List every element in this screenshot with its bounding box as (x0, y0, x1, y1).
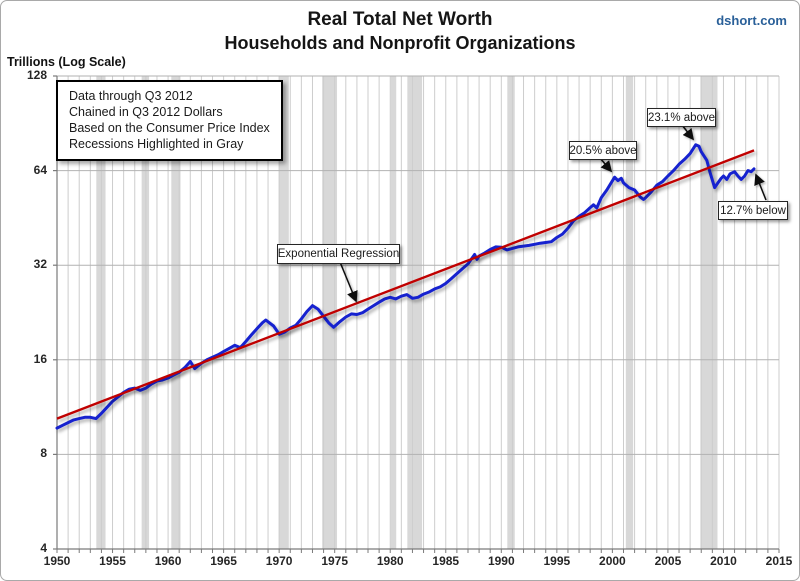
net-worth-line (55, 143, 756, 430)
y-tick-label: 16 (33, 351, 47, 366)
info-line-4: Recessions Highlighted in Gray (69, 137, 244, 151)
x-tick-label: 2015 (765, 554, 793, 568)
y-tick-label: 32 (33, 257, 47, 272)
regression-line (56, 149, 755, 420)
annotation-arrows (339, 124, 767, 303)
recession-band (625, 76, 634, 549)
info-line-2: Chained in Q3 2012 Dollars (69, 105, 223, 119)
x-tick-label: 2005 (654, 554, 682, 568)
callout-20-5-above: 20.5% above (569, 141, 637, 160)
callout-exponential-regression: Exponential Regression (277, 244, 400, 264)
x-tick-label: 1965 (210, 554, 237, 568)
recession-band (407, 76, 423, 549)
recession-band (700, 76, 718, 549)
page-title: Real Total Net Worth (307, 9, 493, 30)
annotation-arrow (599, 157, 613, 173)
x-tick-label: 1950 (43, 554, 71, 568)
x-tick-label: 1985 (432, 554, 460, 568)
x-tick-label: 2000 (599, 554, 626, 568)
x-tick-label: 1990 (487, 554, 515, 568)
x-tick-label: 1955 (99, 554, 126, 568)
series-lines (55, 143, 756, 430)
y-tick-label: 64 (33, 162, 47, 177)
x-tick-label: 1995 (543, 554, 571, 568)
info-line-3: Based on the Consumer Price Index (69, 121, 270, 135)
watermark-dshort: dshort.com (716, 13, 787, 28)
callout-12-7-below: 12.7% below (718, 201, 788, 220)
info-box: Data through Q3 2012 Chained in Q3 2012 … (56, 80, 283, 161)
recession-band (171, 76, 181, 549)
recession-band (278, 76, 289, 549)
x-tick-label: 1980 (376, 554, 404, 568)
x-tick-label: 1970 (265, 554, 293, 568)
recession-band (390, 76, 397, 549)
y-tick-label: 8 (40, 446, 47, 461)
x-tick-label: 2010 (710, 554, 737, 568)
y-tick-label: 4 (40, 541, 47, 555)
annotation-arrow (339, 261, 358, 303)
annotation-arrow (754, 173, 767, 201)
info-line-1: Data through Q3 2012 (69, 89, 193, 103)
callout-23-1-above: 23.1% above (647, 108, 716, 127)
y-axis-title: Trillions (Log Scale) (7, 55, 126, 69)
y-tick-label: 128 (26, 68, 47, 82)
page-subtitle: Households and Nonprofit Organizations (224, 33, 576, 53)
annotation-arrow (681, 124, 695, 141)
recession-band (507, 76, 515, 549)
x-tick-label: 1960 (154, 554, 182, 568)
x-tick-label: 1975 (321, 554, 349, 568)
